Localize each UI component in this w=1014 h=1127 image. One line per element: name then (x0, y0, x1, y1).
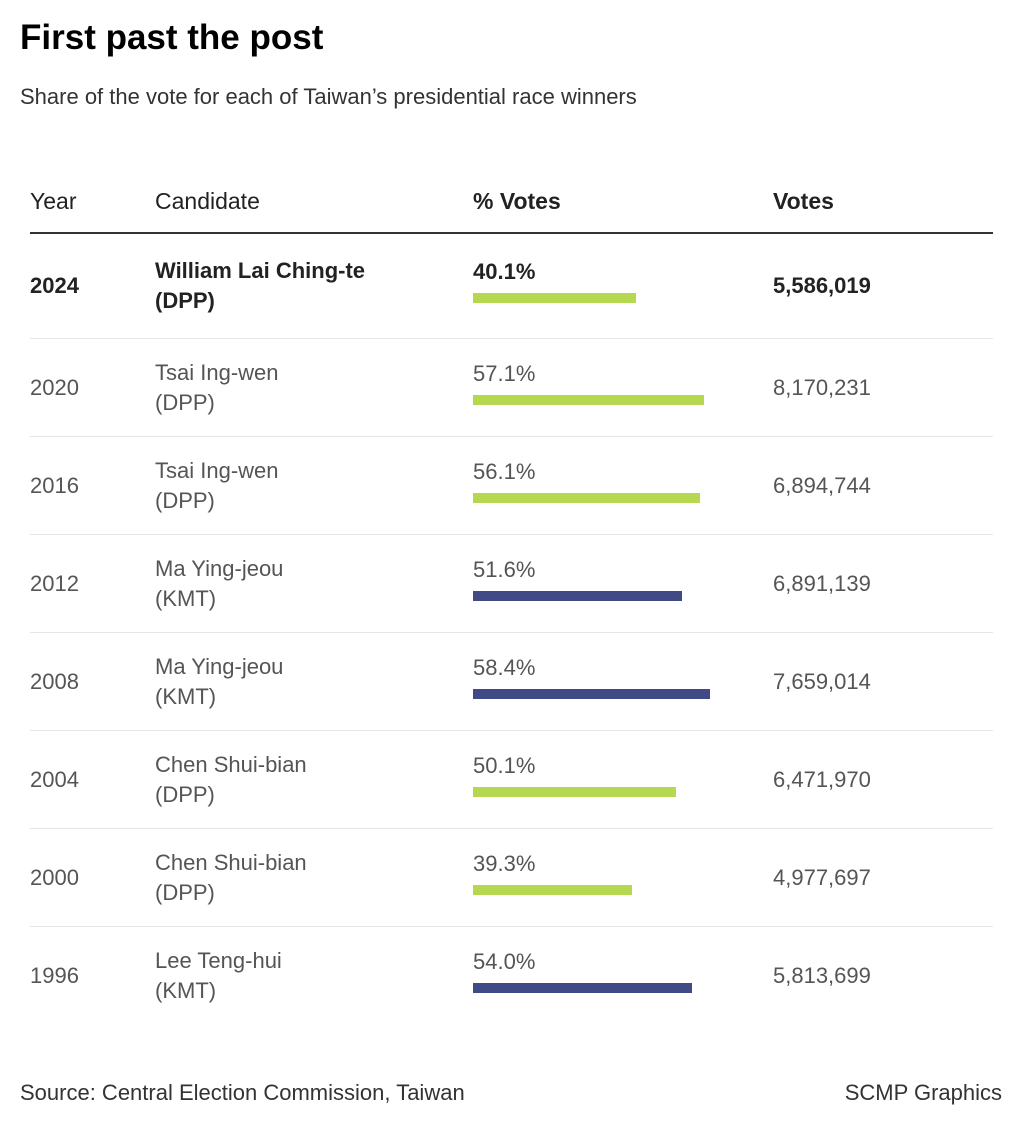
row-pct-votes: 39.3% (473, 849, 773, 907)
row-votes: 8,170,231 (773, 374, 871, 400)
pct-bar-2024 (473, 293, 636, 303)
chart-title: First past the post (20, 18, 324, 57)
row-pct-votes: 57.1% (473, 359, 773, 417)
pct-label: 54.0% (473, 948, 536, 974)
chart-subtitle: Share of the vote for each of Taiwan’s p… (20, 84, 637, 109)
credit-note: SCMP Graphics (844, 1080, 1002, 1105)
row-year: 2024 (30, 273, 79, 298)
candidate-name: Lee Teng-hui (155, 947, 282, 973)
pct-label: 40.1% (473, 259, 536, 284)
table-row: 2012 Ma Ying-jeou (KMT) 51.6% 6,891,139 (30, 535, 993, 633)
candidate-party: (DPP) (155, 781, 215, 807)
pct-label: 58.4% (473, 654, 536, 680)
row-votes: 6,891,139 (773, 570, 871, 596)
table-header: Year Candidate % Votes Votes (30, 180, 993, 234)
pct-bar-2020 (473, 394, 704, 405)
candidate-name: Tsai Ing-wen (155, 359, 279, 385)
pct-bar-2004 (473, 786, 676, 797)
pct-bar-2000 (473, 884, 632, 895)
row-candidate: Tsai Ing-wen (DPP) (155, 358, 279, 418)
table-body: 2024 William Lai Ching-te (DPP) 40.1% 5,586,… (30, 234, 993, 1024)
candidate-name: William Lai Ching-te (155, 258, 366, 283)
candidate-name: Ma Ying-jeou (155, 555, 284, 581)
row-candidate: Lee Teng-hui (KMT) (155, 946, 282, 1006)
candidate-name: Tsai Ing-wen (155, 457, 279, 483)
candidate-party: (DPP) (155, 487, 215, 513)
row-votes: 5,586,019 (773, 273, 871, 298)
pct-label: 39.3% (473, 850, 536, 876)
pct-label: 57.1% (473, 360, 536, 386)
table-row: 2008 Ma Ying-jeou (KMT) 58.4% 7,659,014 (30, 633, 993, 731)
candidate-party: (KMT) (155, 977, 217, 1003)
row-year: 2000 (30, 864, 79, 890)
header-pct-votes: % Votes (473, 188, 561, 214)
row-votes: 4,977,697 (773, 864, 871, 890)
row-year: 2012 (30, 570, 79, 596)
header-votes: Votes (773, 188, 834, 214)
table-row: 2024 William Lai Ching-te (DPP) 40.1% 5,586,… (30, 234, 993, 339)
row-year: 2008 (30, 668, 79, 694)
row-votes: 6,471,970 (773, 766, 871, 792)
candidate-name: Chen Shui-bian (155, 849, 307, 875)
pct-bar-2012 (473, 590, 682, 601)
candidate-party: (KMT) (155, 585, 217, 611)
row-year: 2016 (30, 472, 79, 498)
row-pct-votes: 58.4% (473, 653, 773, 711)
header-candidate: Candidate (155, 188, 260, 214)
table-row: 2020 Tsai Ing-wen (DPP) 57.1% 8,170,231 (30, 339, 993, 437)
row-votes: 6,894,744 (773, 472, 871, 498)
pct-bar-2016 (473, 492, 700, 503)
header-year: Year (30, 188, 77, 214)
row-year: 2004 (30, 766, 79, 792)
row-candidate: Chen Shui-bian (DPP) (155, 848, 307, 908)
table-row: 2000 Chen Shui-bian (DPP) 39.3% 4,977,697 (30, 829, 993, 927)
row-candidate: Tsai Ing-wen (DPP) (155, 456, 279, 516)
source-note: Source: Central Election Commission, Tai… (20, 1080, 465, 1105)
row-pct-votes: 54.0% (473, 947, 773, 1005)
pct-label: 56.1% (473, 458, 536, 484)
row-candidate: Chen Shui-bian (DPP) (155, 750, 307, 810)
candidate-name: Chen Shui-bian (155, 751, 307, 777)
table-row: 2016 Tsai Ing-wen (DPP) 56.1% 6,894,744 (30, 437, 993, 535)
row-year: 2020 (30, 374, 79, 400)
row-pct-votes: 56.1% (473, 457, 773, 515)
candidate-party: (KMT) (155, 683, 217, 709)
row-pct-votes: 50.1% (473, 751, 773, 809)
pct-bar-2008 (473, 688, 710, 699)
row-pct-votes: 51.6% (473, 555, 773, 613)
candidate-party: (DPP) (155, 288, 215, 313)
pct-label: 51.6% (473, 556, 536, 582)
row-pct-votes: 40.1% (473, 257, 773, 315)
row-candidate: Ma Ying-jeou (KMT) (155, 554, 283, 614)
pct-bar-1996 (473, 982, 692, 993)
pct-label: 50.1% (473, 752, 536, 778)
row-candidate: Ma Ying-jeou (KMT) (155, 652, 283, 712)
candidate-party: (DPP) (155, 879, 215, 905)
row-votes: 5,813,699 (773, 962, 871, 988)
row-candidate: William Lai Ching-te (DPP) (155, 256, 365, 316)
row-year: 1996 (30, 962, 79, 988)
table-row: 1996 Lee Teng-hui (KMT) 54.0% 5,813,699 (30, 927, 993, 1024)
candidate-party: (DPP) (155, 389, 215, 415)
candidate-name: Ma Ying-jeou (155, 653, 284, 679)
row-votes: 7,659,014 (773, 668, 871, 694)
results-table: Year Candidate % Votes Votes 2024 William… (30, 180, 993, 1024)
table-row: 2004 Chen Shui-bian (DPP) 50.1% 6,471,970 (30, 731, 993, 829)
